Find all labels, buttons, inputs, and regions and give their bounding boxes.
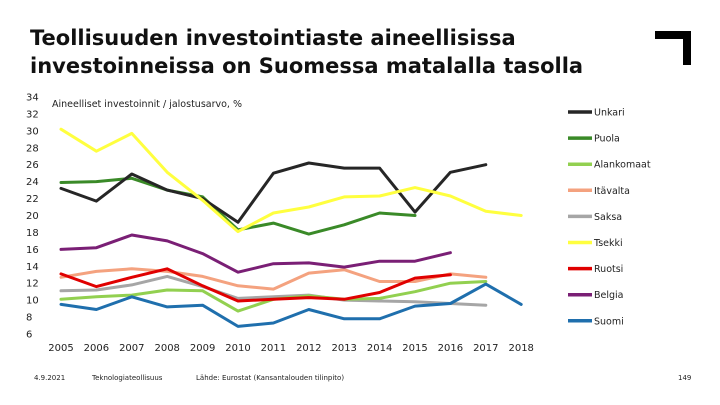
x-tick-label: 2013 bbox=[331, 343, 356, 354]
y-tick-label: 6 bbox=[26, 330, 32, 341]
x-tick-label: 2009 bbox=[190, 343, 215, 354]
y-tick-label: 32 bbox=[26, 109, 39, 120]
x-tick-label: 2006 bbox=[84, 343, 109, 354]
legend-label: Alankomaat bbox=[594, 160, 651, 171]
series-line-ruotsi bbox=[59, 267, 452, 303]
legend-label: Itävalta bbox=[594, 186, 630, 197]
y-tick-label: 26 bbox=[26, 160, 39, 171]
title-line-1: Teollisuuden investointiaste aineellisis… bbox=[30, 26, 516, 50]
footer-date: 4.9.2021 bbox=[34, 374, 66, 382]
corner-logo-icon bbox=[655, 31, 691, 65]
series-lines bbox=[59, 127, 523, 328]
legend-label: Belgia bbox=[594, 290, 624, 301]
footer-organization: Teknologiateollisuus bbox=[92, 374, 163, 382]
y-tick-label: 12 bbox=[26, 279, 39, 290]
y-tick-label: 8 bbox=[26, 313, 32, 324]
y-tick-label: 22 bbox=[26, 194, 39, 205]
x-tick-label: 2011 bbox=[261, 343, 286, 354]
page-title: Teollisuuden investointiaste aineellisis… bbox=[30, 24, 630, 80]
y-axis-label: Aineelliset investoinnit / jalostusarvo,… bbox=[52, 99, 242, 110]
x-tick-label: 2005 bbox=[48, 343, 73, 354]
y-tick-label: 14 bbox=[26, 262, 39, 273]
x-tick-label: 2012 bbox=[296, 343, 321, 354]
y-axis: 6 8 10 12 14 16 18 20 22 24 26 28 30 32 34 bbox=[26, 93, 39, 341]
y-tick-label: 18 bbox=[26, 228, 39, 239]
x-tick-label: 2010 bbox=[225, 343, 250, 354]
y-tick-label: 24 bbox=[26, 177, 39, 188]
series-line-it-valta bbox=[59, 267, 488, 291]
page-number: 149 bbox=[678, 374, 692, 382]
legend-label: Puola bbox=[594, 134, 620, 145]
series-line-suomi bbox=[59, 282, 523, 328]
series-line-tsekki bbox=[59, 127, 523, 234]
y-tick-label: 34 bbox=[26, 93, 39, 104]
x-tick-label: 2015 bbox=[402, 343, 427, 354]
legend-label: Unkari bbox=[594, 108, 625, 119]
y-tick-label: 28 bbox=[26, 143, 39, 154]
x-tick-label: 2017 bbox=[473, 343, 498, 354]
legend-label: Ruotsi bbox=[594, 264, 623, 275]
series-line-belgia bbox=[59, 233, 452, 274]
title-line-2: investoinneissa on Suomessa matalalla ta… bbox=[30, 54, 584, 78]
x-tick-label: 2018 bbox=[508, 343, 533, 354]
y-tick-label: 20 bbox=[26, 211, 39, 222]
y-tick-label: 30 bbox=[26, 126, 39, 137]
y-tick-label: 16 bbox=[26, 245, 39, 256]
legend: Unkari Puola Alankomaat Itävalta Saksa Tsekki… bbox=[568, 108, 651, 327]
y-tick-label: 10 bbox=[26, 296, 39, 307]
legend-label: Suomi bbox=[594, 316, 624, 327]
x-tick-label: 2007 bbox=[119, 343, 144, 354]
series-line-unkari bbox=[59, 161, 488, 224]
legend-label: Tsekki bbox=[593, 238, 623, 249]
legend-label: Saksa bbox=[594, 212, 622, 223]
footer-source: Lähde: Eurostat (Kansantalouden tilinpit… bbox=[196, 374, 345, 382]
x-tick-label: 2016 bbox=[438, 343, 463, 354]
series-line-saksa bbox=[59, 274, 488, 307]
x-tick-label: 2014 bbox=[367, 343, 392, 354]
x-tick-label: 2008 bbox=[154, 343, 179, 354]
x-axis: 2005 2006 2007 2008 2009 2010 2011 2012 2013 2014… bbox=[48, 343, 534, 354]
